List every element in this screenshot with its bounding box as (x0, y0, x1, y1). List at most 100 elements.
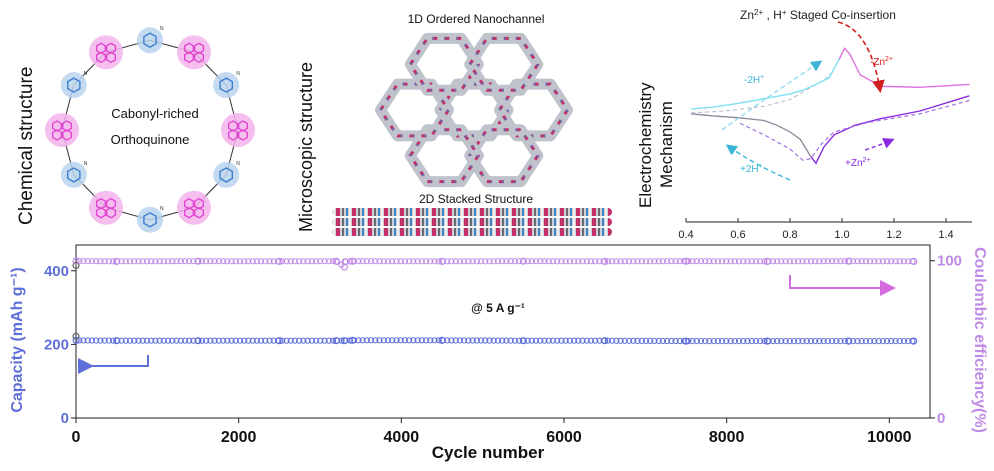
capacity-point (693, 338, 700, 345)
ce-point (359, 258, 366, 265)
capacity-point (786, 338, 793, 345)
microscopic-structure-label: Microscopic structure (296, 62, 316, 232)
capacity-point (332, 337, 340, 345)
ce-point (435, 258, 442, 265)
capacity-point (682, 337, 690, 345)
ce-point (118, 258, 125, 265)
x-tick-label: 10000 (867, 429, 912, 446)
benzene-highlight (137, 27, 163, 54)
capacity-point (816, 338, 823, 345)
ce-point (376, 258, 383, 265)
ce-point (910, 257, 918, 265)
ce-point (93, 258, 100, 265)
ce-point (892, 258, 899, 265)
cof-ring-structure: N N N N N N (45, 26, 255, 233)
capacity-point (275, 337, 283, 345)
capacity-point (604, 337, 612, 344)
capacity-point (871, 338, 878, 345)
capacity-point (862, 338, 870, 345)
capacity-point (799, 338, 806, 345)
electrochemistry-panel: Electrochemistry Mechanism Zn2+ , H+ Sta… (636, 8, 972, 241)
ce-point (693, 258, 700, 265)
ce-point (84, 258, 91, 265)
capacity-point (279, 337, 286, 344)
capacity-point (494, 337, 502, 344)
capacity-point (215, 337, 222, 344)
capacity-point (177, 337, 184, 344)
ce-point (313, 258, 320, 265)
plus-zn-annotation: +Zn2+ (845, 157, 871, 169)
ce-point (490, 258, 497, 265)
capacity-point (621, 337, 628, 344)
ce-point (617, 258, 624, 265)
x-axis-ticks: 0 2000 4000 6000 8000 10000 (72, 418, 912, 446)
capacity-point (80, 337, 87, 344)
left-tick-label: 400 (44, 263, 69, 280)
capacity-point (406, 337, 413, 344)
chemical-structure-panel: Chemical structure N N N N N N Cabonyl-riched… (16, 26, 255, 233)
ce-point (795, 258, 802, 265)
capacity-point (486, 337, 493, 344)
benzene-highlight (137, 206, 163, 233)
capacity-point (778, 338, 785, 345)
capacity-point (469, 337, 476, 344)
capacity-point (558, 337, 565, 344)
ce-point (833, 258, 840, 265)
ce-point (554, 258, 561, 265)
x-axis-label: Cycle number (432, 443, 545, 462)
capacity-point (194, 337, 202, 345)
capacity-point (258, 337, 265, 344)
capacity-point (93, 337, 100, 344)
pyrene-ring (194, 206, 204, 219)
pyrene-ring (194, 51, 204, 64)
capacity-point (697, 338, 705, 345)
capacity-point (735, 338, 743, 345)
ce-point (469, 258, 476, 265)
benzene-unit (66, 77, 81, 93)
ce-point (452, 258, 459, 265)
capacity-point (438, 336, 446, 344)
n-atom-label: N (160, 206, 164, 212)
capacity-point (579, 337, 586, 344)
capacity-point (575, 337, 582, 344)
ce-point (88, 258, 96, 265)
capacity-point (456, 337, 463, 344)
pyrene-ring (96, 42, 106, 55)
capacity-point (418, 337, 425, 344)
cv-series-line (810, 95, 970, 165)
ce-point (126, 258, 134, 265)
cv-series-line (691, 113, 812, 157)
capacity-point (152, 337, 159, 344)
cyan-dashed-arrow-icon (725, 144, 791, 181)
capacity-point (325, 337, 332, 344)
ce-point (503, 258, 510, 265)
ce-point (763, 257, 771, 265)
ce-point (511, 258, 519, 265)
capacity-point (431, 337, 438, 344)
pyrene-ring (184, 197, 194, 210)
capacity-point (368, 337, 375, 344)
electrochemistry-label: Electrochemistry (636, 82, 655, 208)
ce-point (401, 258, 408, 265)
ce-point (190, 258, 197, 265)
ce-point (372, 258, 379, 265)
capacity-point (727, 338, 734, 345)
channel-wall-detail (468, 128, 539, 183)
capacity-point (714, 338, 722, 345)
capacity-point (241, 337, 248, 344)
channel-wall-accent (378, 82, 451, 138)
pyrene-ring (106, 206, 116, 219)
capacity-point (511, 337, 519, 344)
capacity-point (359, 337, 366, 344)
ce-point (296, 258, 303, 265)
capacity-point (642, 337, 650, 344)
chemical-structure-label: Chemical structure (16, 67, 37, 225)
pyrene-highlight (177, 35, 211, 70)
ce-point (862, 258, 870, 265)
capacity-point (300, 337, 307, 344)
capacity-point (101, 337, 108, 344)
ce-point (566, 258, 574, 265)
capacity-point (761, 338, 768, 345)
ce-point (368, 258, 375, 265)
